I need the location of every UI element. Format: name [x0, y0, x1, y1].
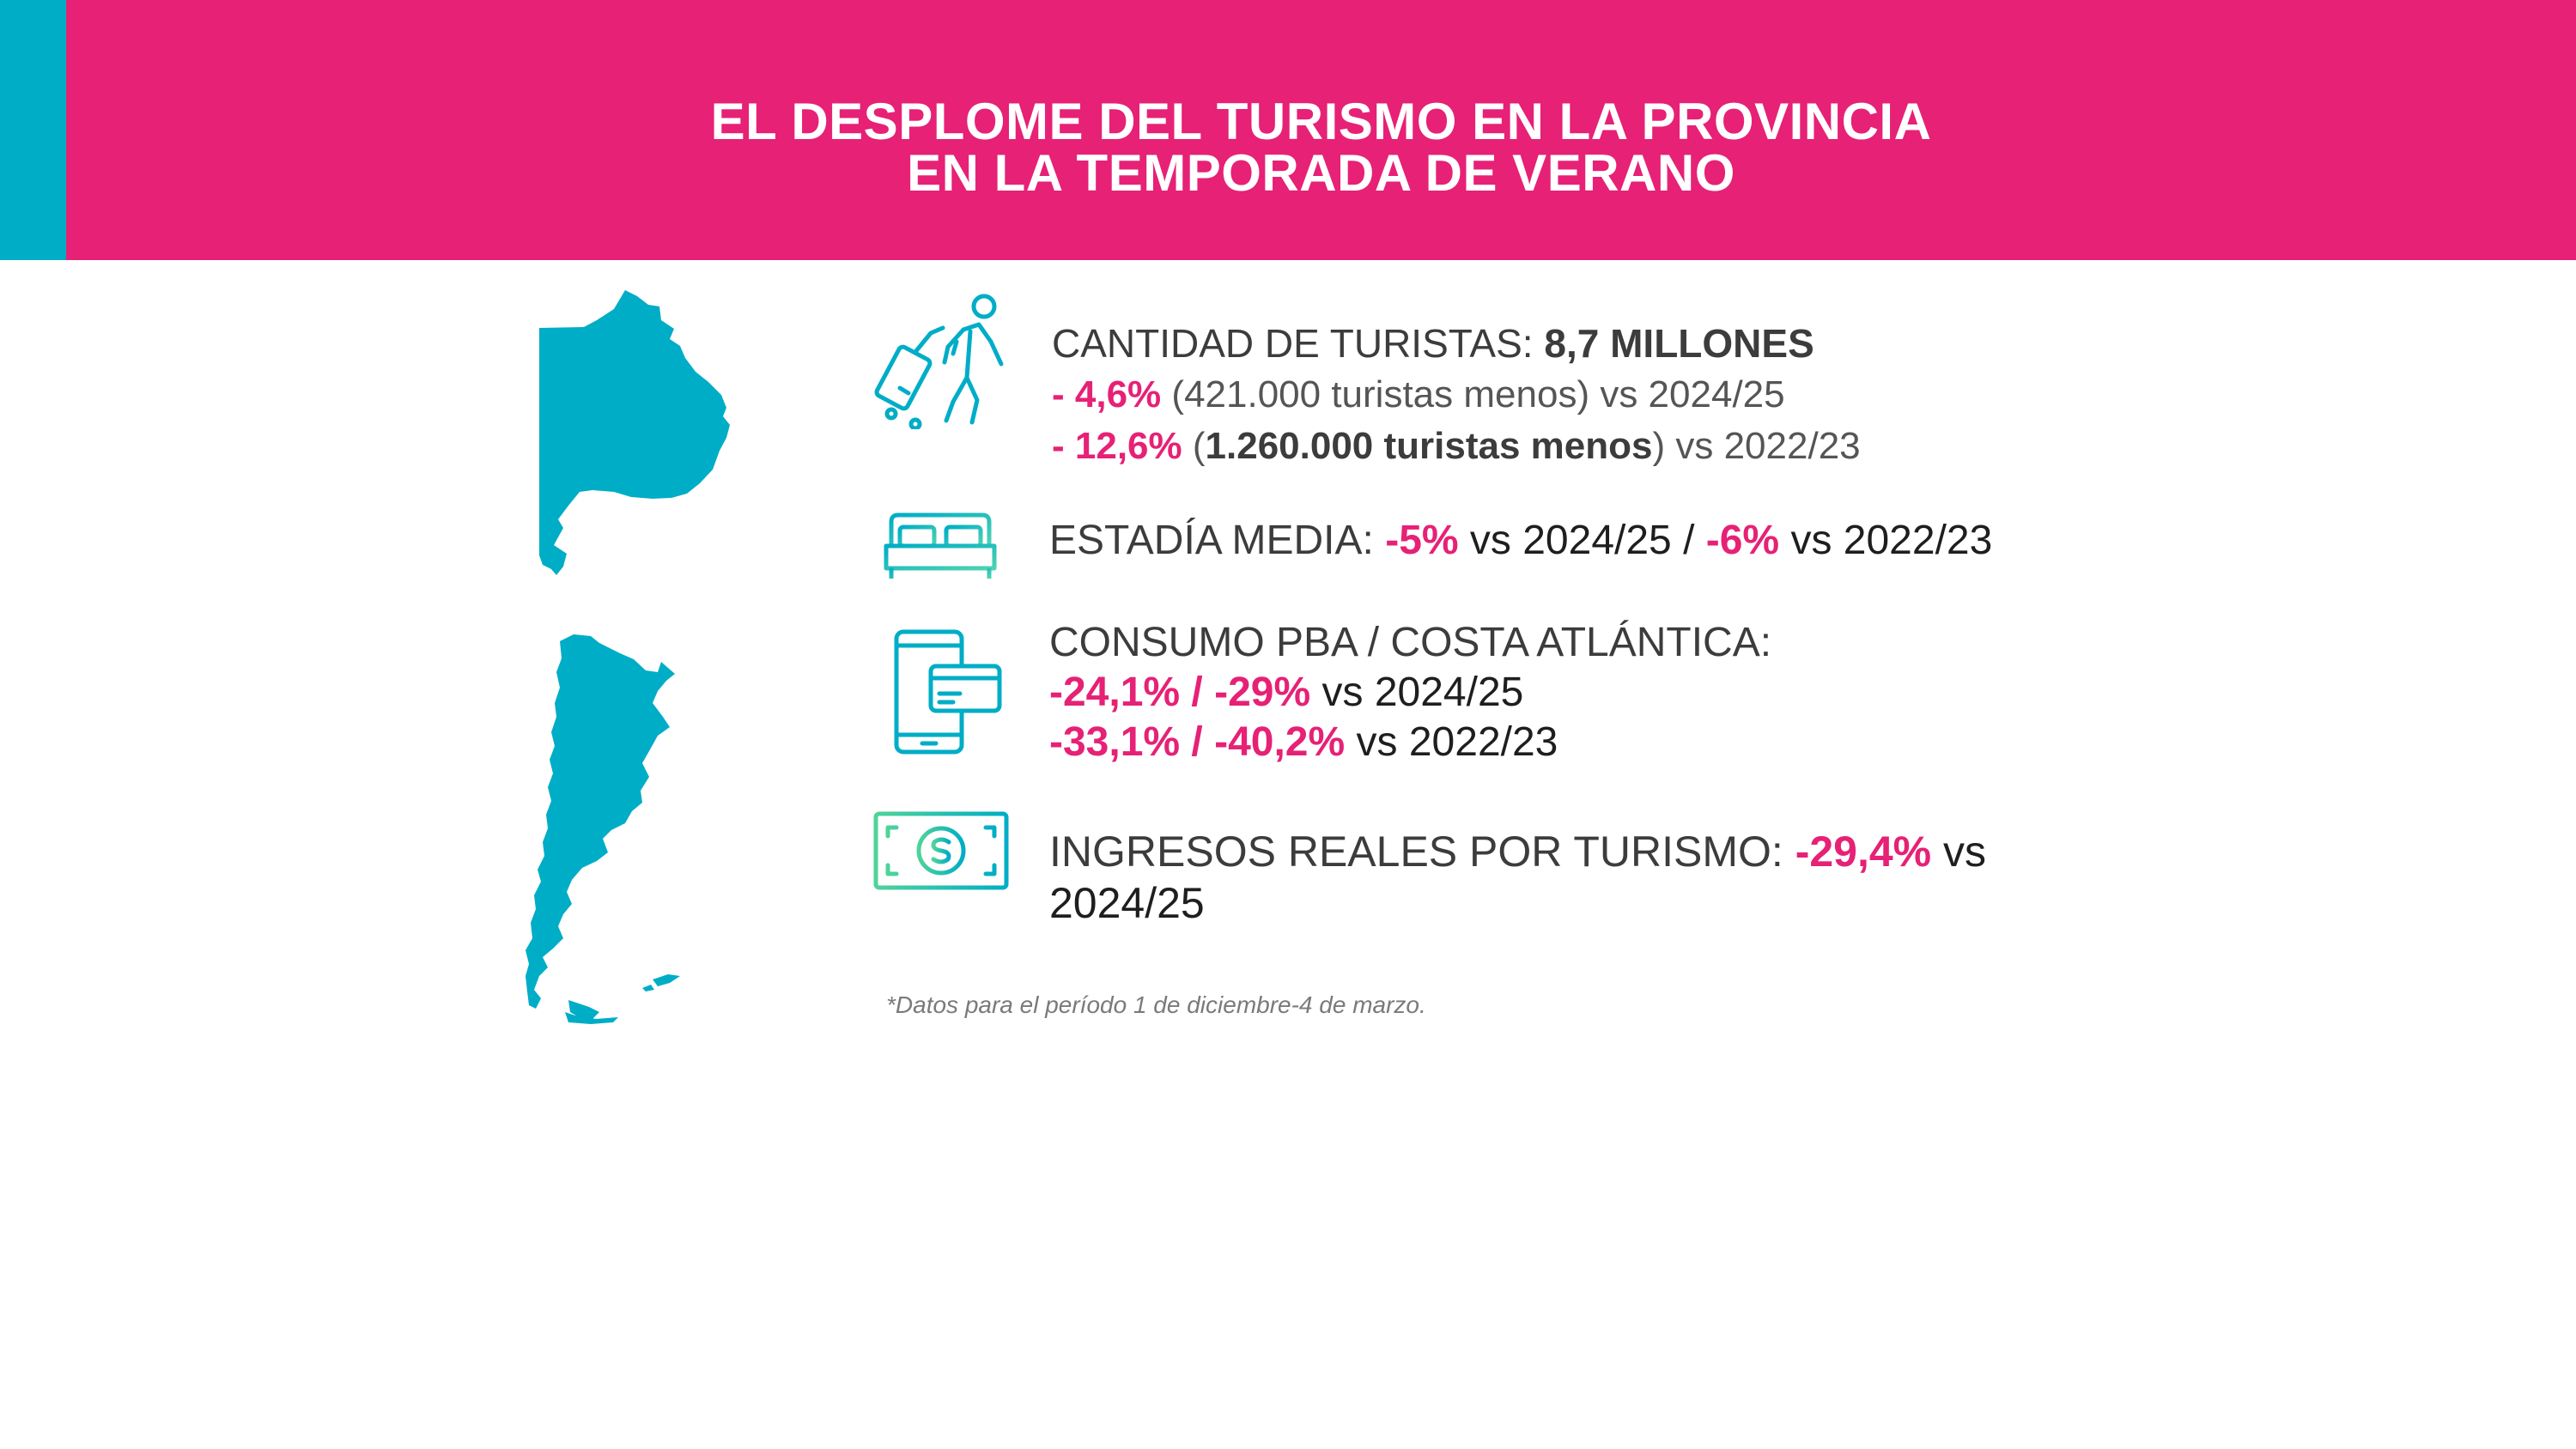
- phone-card-payment-icon: [894, 629, 1002, 755]
- title-line-2: EN LA TEMPORADA DE VERANO: [907, 144, 1735, 202]
- footnote: *Datos para el período 1 de diciembre-4 …: [886, 991, 1426, 1018]
- bed-icon: [884, 512, 997, 579]
- buenos-aires-province-map-icon: [539, 290, 730, 575]
- income-pct: -29,4%: [1795, 828, 1932, 876]
- header-banner: [0, 0, 2576, 260]
- page-title: EL DESPLOME DEL TURISMO EN LA PROVINCIA …: [66, 96, 2576, 199]
- stat-stay: ESTADÍA MEDIA: -5% vs 2024/25 / -6% vs 2…: [1049, 518, 1993, 563]
- consumption-pct-2022: -33,1% / -40,2%: [1049, 719, 1346, 765]
- stay-pct-2022: -6%: [1705, 518, 1780, 563]
- tourists-headline: CANTIDAD DE TURISTAS: 8,7 MILLONES: [1052, 318, 1861, 369]
- header-accent-bar: [0, 0, 66, 260]
- stay-label: ESTADÍA MEDIA:: [1049, 518, 1386, 563]
- tourists-change-2022: - 12,6% (1.260.000 turistas menos) vs 20…: [1052, 425, 1861, 467]
- income-label: INGRESOS REALES POR TURISMO:: [1049, 828, 1795, 876]
- tourists-label: CANTIDAD DE TURISTAS:: [1052, 321, 1545, 366]
- dollar-bill-icon: [873, 811, 1009, 890]
- income-year: 2024/25: [1049, 879, 1205, 927]
- tourists-pct-2022: - 12,6%: [1052, 425, 1182, 467]
- stat-tourists: CANTIDAD DE TURISTAS: 8,7 MILLONES - 4,6…: [1052, 318, 1861, 472]
- traveler-with-suitcase-icon: [874, 294, 1004, 429]
- tourists-detail-2022: 1.260.000 turistas menos: [1205, 425, 1653, 467]
- stay-pct-2024: -5%: [1385, 518, 1459, 563]
- tourists-detail-2024: 421.000 turistas menos: [1184, 373, 1577, 415]
- stat-consumption: CONSUMO PBA / COSTA ATLÁNTICA: -24,1% / …: [1049, 620, 1772, 765]
- argentina-map-icon: [526, 634, 680, 1024]
- tourists-value: 8,7 MILLONES: [1544, 321, 1814, 366]
- consumption-pct-2024: -24,1% / -29%: [1049, 670, 1311, 715]
- tourists-pct-2024: - 4,6%: [1052, 373, 1162, 415]
- title-line-1: EL DESPLOME DEL TURISMO EN LA PROVINCIA: [710, 93, 1932, 150]
- consumption-label: CONSUMO PBA / COSTA ATLÁNTICA:: [1049, 620, 1772, 665]
- tourists-change-2024: - 4,6% (421.000 turistas menos) vs 2024/…: [1052, 373, 1785, 415]
- stat-income: INGRESOS REALES POR TURISMO: -29,4% vs 2…: [1049, 828, 1987, 927]
